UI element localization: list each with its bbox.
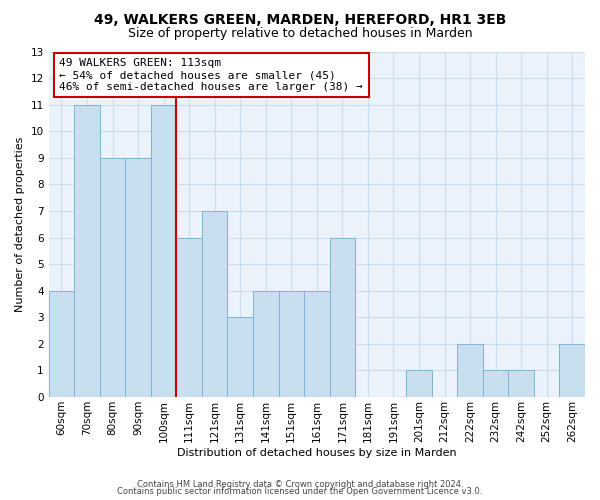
Text: 49 WALKERS GREEN: 113sqm
← 54% of detached houses are smaller (45)
46% of semi-d: 49 WALKERS GREEN: 113sqm ← 54% of detach… [59,58,363,92]
Bar [125,158,151,397]
Bar [278,290,304,397]
Bar [406,370,432,397]
Bar [559,344,585,397]
Text: Size of property relative to detached houses in Marden: Size of property relative to detached ho… [128,28,472,40]
Bar [483,370,508,397]
Bar [227,318,253,397]
Bar [151,104,176,397]
X-axis label: Distribution of detached houses by size in Marden: Distribution of detached houses by size … [177,448,457,458]
Bar [49,290,74,397]
Y-axis label: Number of detached properties: Number of detached properties [15,136,25,312]
Bar [457,344,483,397]
Bar [202,211,227,397]
Bar [508,370,534,397]
Bar [304,290,329,397]
Bar [329,238,355,397]
Bar [176,238,202,397]
Text: Contains HM Land Registry data © Crown copyright and database right 2024.: Contains HM Land Registry data © Crown c… [137,480,463,489]
Text: Contains public sector information licensed under the Open Government Licence v3: Contains public sector information licen… [118,487,482,496]
Bar [253,290,278,397]
Bar [74,104,100,397]
Bar [100,158,125,397]
Text: 49, WALKERS GREEN, MARDEN, HEREFORD, HR1 3EB: 49, WALKERS GREEN, MARDEN, HEREFORD, HR1… [94,12,506,26]
